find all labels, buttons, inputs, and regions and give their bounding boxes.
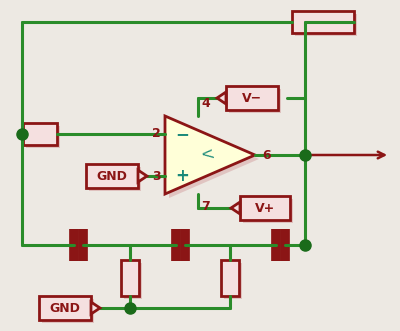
FancyBboxPatch shape	[23, 123, 57, 145]
FancyBboxPatch shape	[221, 260, 239, 296]
Text: GND: GND	[50, 302, 80, 314]
FancyBboxPatch shape	[124, 263, 142, 299]
Polygon shape	[165, 116, 255, 194]
Polygon shape	[169, 120, 259, 198]
FancyBboxPatch shape	[39, 296, 91, 320]
Text: 6: 6	[262, 149, 271, 162]
FancyBboxPatch shape	[121, 260, 139, 296]
FancyBboxPatch shape	[86, 164, 138, 188]
Text: 3: 3	[152, 169, 161, 183]
FancyBboxPatch shape	[240, 196, 290, 220]
Text: −: −	[175, 125, 189, 143]
Text: 7: 7	[201, 200, 210, 213]
FancyBboxPatch shape	[226, 86, 278, 110]
FancyBboxPatch shape	[229, 89, 281, 113]
FancyBboxPatch shape	[89, 167, 141, 191]
FancyBboxPatch shape	[243, 199, 293, 223]
Text: 4: 4	[201, 97, 210, 110]
Text: GND: GND	[96, 169, 128, 183]
Text: 2: 2	[152, 127, 161, 140]
Polygon shape	[138, 170, 147, 182]
FancyBboxPatch shape	[42, 299, 94, 323]
Text: V−: V−	[242, 91, 262, 105]
Polygon shape	[231, 202, 240, 214]
Polygon shape	[217, 92, 226, 104]
FancyBboxPatch shape	[295, 14, 357, 36]
FancyBboxPatch shape	[26, 126, 60, 148]
Polygon shape	[91, 302, 100, 314]
FancyBboxPatch shape	[224, 263, 242, 299]
Text: +: +	[175, 167, 189, 185]
Text: V: V	[197, 149, 213, 162]
Text: V+: V+	[255, 202, 275, 214]
FancyBboxPatch shape	[292, 11, 354, 33]
